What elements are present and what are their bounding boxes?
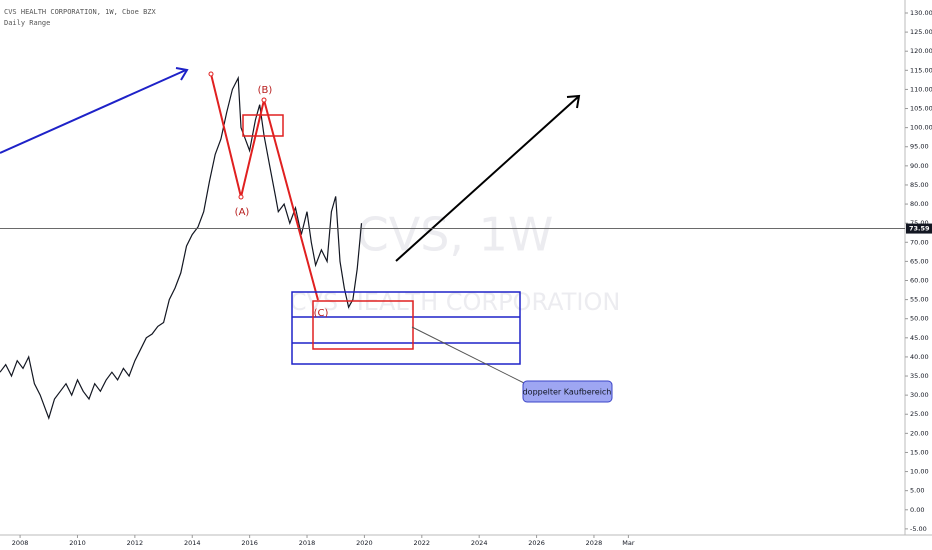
wave-label: (B) (258, 85, 273, 96)
y-tick-label: 65.00 (910, 257, 929, 265)
x-tick-label: 2020 (356, 539, 373, 547)
y-tick-label: 110.00 (910, 85, 932, 93)
y-tick-label: 0.00 (910, 506, 924, 514)
y-tick-label: 40.00 (910, 353, 929, 361)
wave-point (261, 97, 267, 103)
y-tick-label: 75.00 (910, 219, 929, 227)
y-tick-label: 120.00 (910, 47, 932, 55)
x-tick-label: 2012 (127, 539, 144, 547)
buy-zone-2 (312, 300, 414, 350)
x-tick-label: 2010 (69, 539, 86, 547)
y-tick-label: 60.00 (910, 276, 929, 284)
x-tick-label: 2018 (299, 539, 316, 547)
x-tick-label: 2028 (586, 539, 603, 547)
y-tick-label: 35.00 (910, 372, 929, 380)
x-tick-label: 2026 (528, 539, 545, 547)
y-tick-label: 115.00 (910, 66, 932, 74)
y-tick-label: 95.00 (910, 143, 929, 151)
drawings: doppelter Kaufbereich (A) (B) (C) (0, 67, 613, 403)
plot (0, 75, 363, 420)
y-tick-label: 20.00 (910, 429, 929, 437)
x-tick-label: Mar (622, 539, 635, 547)
y-tick-label: 100.00 (910, 124, 932, 132)
box (242, 114, 284, 137)
y-tick-label: 30.00 (910, 391, 929, 399)
wave-point (208, 71, 214, 77)
buy-zone (291, 291, 521, 365)
last-price-box (906, 223, 932, 234)
y-tick-label: 90.00 (910, 162, 929, 170)
x-tick-label: 2008 (12, 539, 29, 547)
y-tick-label: 105.00 (910, 105, 932, 113)
callout-text: doppelter Kaufbereich (523, 388, 612, 397)
trend-arrow (0, 69, 187, 154)
price-line (0, 75, 363, 420)
callout (522, 380, 613, 403)
wave-label: (A) (235, 207, 250, 218)
y-tick-label: 45.00 (910, 334, 929, 342)
y-tick-label: 25.00 (910, 410, 929, 418)
y-tick-label: 50.00 (910, 315, 929, 323)
target-arrow (395, 96, 579, 262)
wave-label: (C) (314, 308, 329, 319)
arrow-head (175, 67, 189, 81)
y-tick-label: 5.00 (910, 487, 924, 495)
arrow-head (566, 94, 581, 109)
y-tick-label: 85.00 (910, 181, 929, 189)
y-tick-label: -5.00 (910, 525, 927, 533)
y-tick-label: 80.00 (910, 200, 929, 208)
x-tick-label: 2016 (241, 539, 258, 547)
x-tick-label: 2014 (184, 539, 201, 547)
wave-point (238, 194, 244, 200)
x-tick-label: 2022 (414, 539, 431, 547)
watermark: CVS, 1W (357, 208, 554, 262)
y-tick-label: 125.00 (910, 28, 932, 36)
callout-line (411, 326, 531, 387)
y-tick-label: 10.00 (910, 468, 929, 476)
wave-line (210, 73, 319, 301)
y-tick-label: 15.00 (910, 448, 929, 456)
x-tick-label: 2024 (471, 539, 488, 547)
last-price-label: 73.59 (909, 225, 930, 233)
chart-title: CVS HEALTH CORPORATION, 1W, Cboe BZX (4, 8, 157, 16)
y-tick-label: 130.00 (910, 9, 932, 17)
y-tick-label: 55.00 (910, 296, 929, 304)
chart-subtitle: Daily Range (4, 19, 50, 27)
y-tick-label: 70.00 (910, 238, 929, 246)
